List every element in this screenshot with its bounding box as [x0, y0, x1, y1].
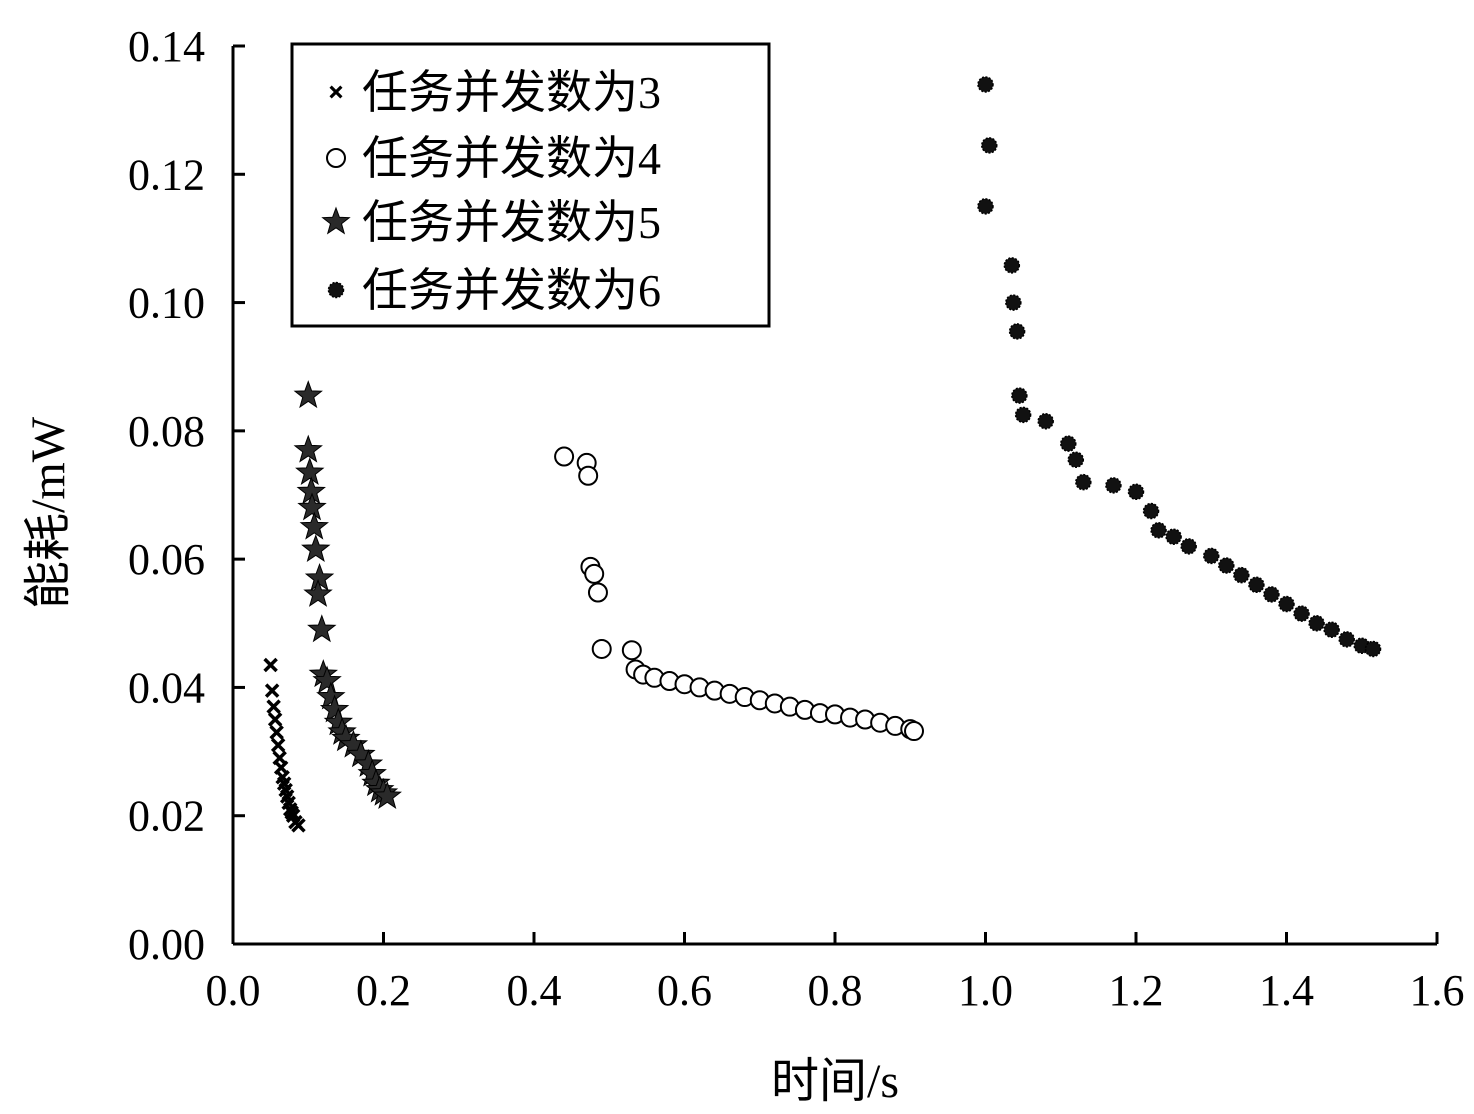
data-point: [266, 699, 281, 714]
data-point: [1293, 605, 1310, 622]
legend: 任务并发数为3 任务并发数为4 任务并发数为5 任务并发数为6: [290, 42, 771, 328]
y-axis-title: 能耗/mW: [22, 416, 75, 609]
data-point: [1218, 557, 1235, 574]
data-point: [1165, 528, 1182, 545]
series-2: [554, 446, 925, 742]
data-point: [981, 137, 998, 154]
data-point: [267, 712, 283, 727]
data-point: [270, 737, 286, 753]
legend-marker: [326, 148, 346, 168]
series-3: [293, 380, 402, 809]
data-point: [977, 198, 994, 215]
x-axis-title: 时间/s: [771, 1055, 899, 1108]
data-point: [1060, 435, 1077, 452]
x-tick-label: 1.2: [1109, 966, 1164, 1015]
data-point: [1278, 595, 1295, 613]
legend-label: 任务并发数为3: [362, 67, 661, 118]
data-point: [1203, 547, 1220, 565]
data-point: [1263, 586, 1280, 603]
data-point: [269, 725, 284, 740]
data-point: [587, 582, 608, 603]
data-point: [264, 683, 280, 698]
data-point: [319, 694, 350, 723]
y-tick-label: 0.12: [128, 150, 205, 199]
axes: 0.00 0.02 0.04 0.06 0.08 0.10 0.12 0.14 0.0 0.2 0.…: [128, 22, 1465, 1015]
x-tick-label: 0.2: [356, 966, 411, 1015]
y-tick-label: 0.04: [128, 663, 205, 712]
legend-marker: [327, 281, 345, 299]
legend-marker: [321, 206, 351, 235]
x-tick-label: 0.8: [808, 966, 863, 1015]
data-point: [1308, 615, 1325, 632]
data-point: [295, 457, 325, 486]
data-point: [297, 492, 327, 521]
data-point: [1338, 631, 1355, 648]
data-point: [1364, 640, 1382, 658]
data-point: [1005, 294, 1022, 311]
data-point: [1142, 502, 1160, 520]
data-points: [263, 76, 1382, 833]
series-4: [977, 76, 1382, 658]
x-tick-label: 0.4: [507, 966, 562, 1015]
x-tick-label: 1.0: [958, 966, 1013, 1015]
data-point: [1127, 483, 1145, 501]
series-1: [263, 657, 306, 833]
legend-label: 任务并发数为6: [362, 265, 661, 316]
legend-marker: [329, 85, 343, 99]
y-tick-label: 0.10: [128, 279, 205, 328]
y-tick-label: 0.14: [128, 22, 205, 71]
data-point: [1067, 451, 1085, 468]
x-tick-label: 0.0: [206, 966, 261, 1015]
data-point: [263, 657, 278, 673]
data-point: [293, 434, 323, 463]
data-point: [584, 563, 605, 584]
data-point: [1233, 566, 1250, 584]
data-point: [307, 614, 337, 643]
legend-label: 任务并发数为5: [362, 197, 661, 248]
y-tick-label: 0.00: [128, 920, 205, 969]
data-point: [1105, 477, 1122, 494]
x-tick-label: 1.6: [1410, 966, 1465, 1015]
data-point: [299, 511, 329, 540]
data-point: [291, 818, 306, 833]
data-point: [293, 380, 323, 409]
data-point: [372, 781, 402, 809]
data-point: [301, 534, 331, 563]
x-tick-label: 0.6: [657, 966, 712, 1015]
data-point: [1248, 576, 1265, 594]
legend-label: 任务并发数为4: [362, 133, 661, 184]
data-point: [1011, 387, 1028, 404]
y-tick-label: 0.02: [128, 792, 205, 841]
data-point: [904, 721, 925, 742]
data-point: [1075, 473, 1092, 491]
data-point: [1014, 406, 1032, 424]
x-tick-label: 1.4: [1259, 966, 1314, 1015]
data-point: [1150, 522, 1167, 539]
data-point: [312, 665, 342, 694]
data-point: [1003, 257, 1021, 274]
data-point: [1180, 538, 1197, 555]
legend-box: [290, 42, 771, 328]
y-tick-label: 0.08: [128, 407, 205, 456]
data-point: [316, 681, 346, 710]
data-point: [621, 640, 642, 661]
data-point: [977, 76, 994, 93]
data-point: [591, 638, 612, 659]
data-point: [1037, 412, 1054, 430]
data-point: [578, 465, 599, 486]
y-tick-label: 0.06: [128, 535, 205, 584]
data-point: [1323, 621, 1340, 638]
data-point: [554, 446, 575, 467]
data-point: [303, 578, 333, 607]
data-point: [1008, 323, 1026, 340]
